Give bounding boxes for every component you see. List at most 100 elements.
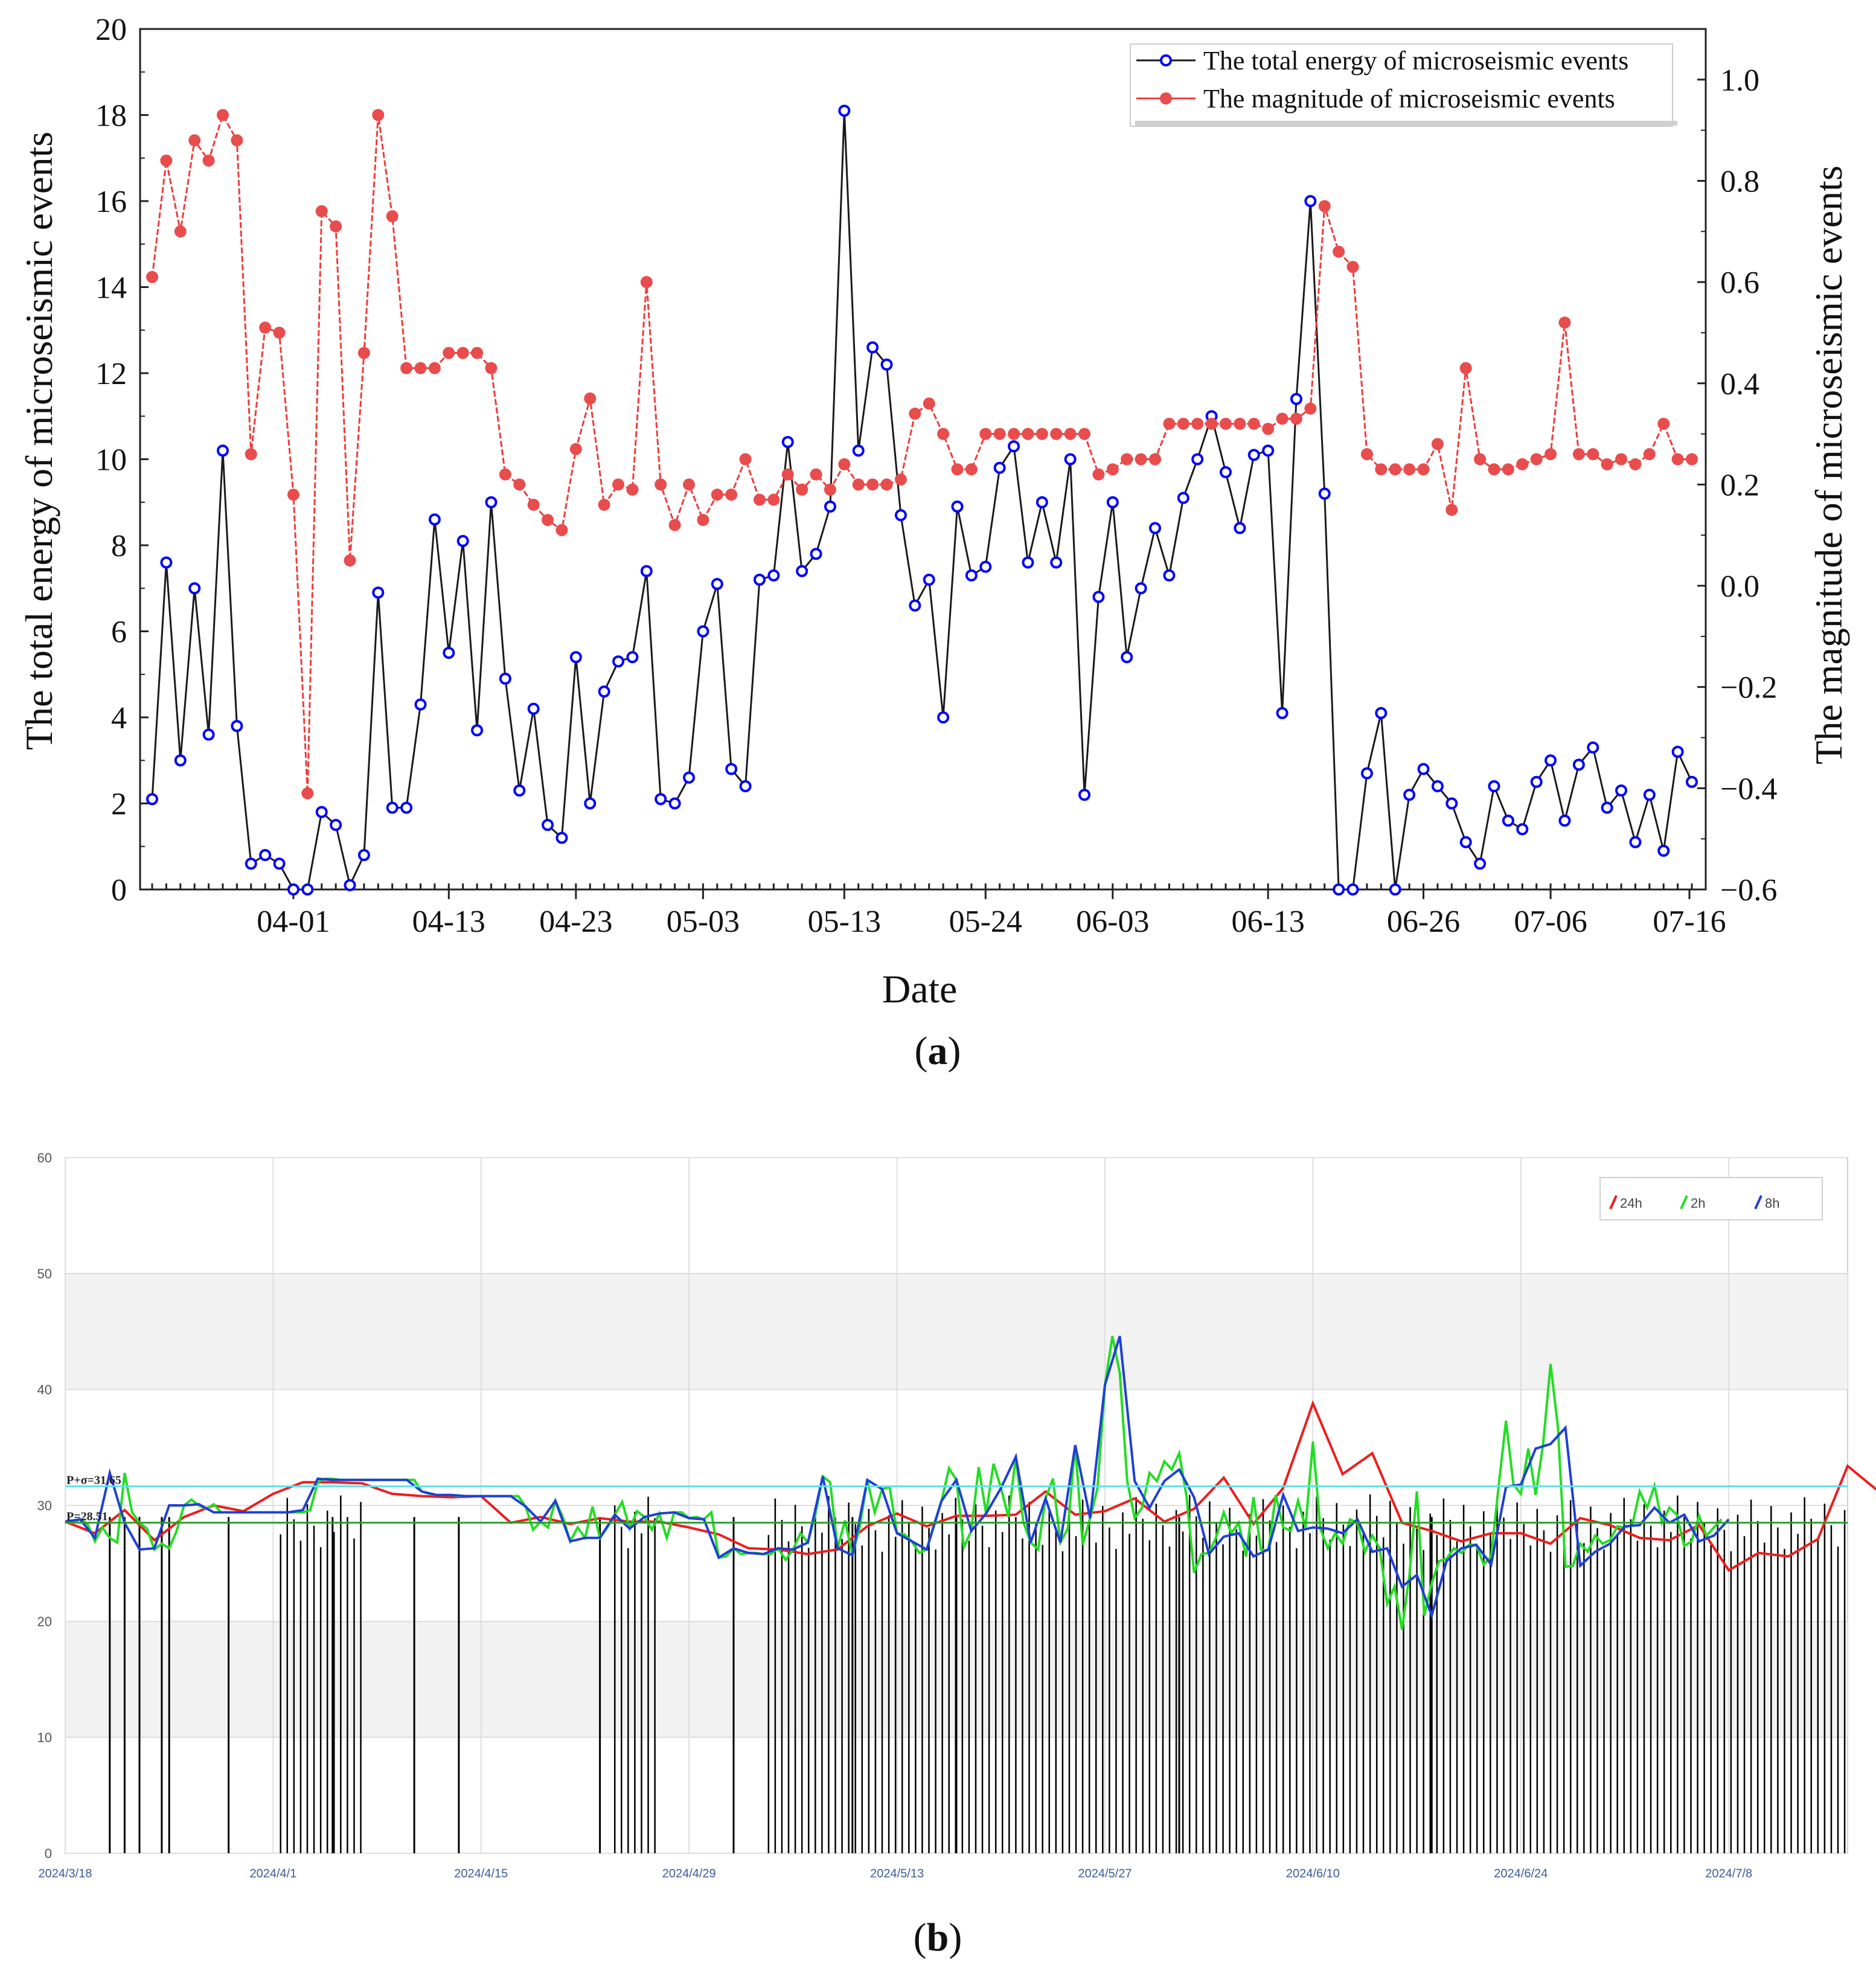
magnitude-point [1290,412,1302,425]
magnitude-point [273,326,286,339]
y-tick-label: 16 [95,185,127,219]
energy-point [1022,556,1034,569]
magnitude-point [1346,260,1359,273]
energy-point [160,556,173,569]
energy-point [584,797,597,810]
chart-a-ticks: 0 2 4 6 8 10 12 14 16 18 20 −0.6 −0.4 −0.2 0.0 0.2 0.4 0.… [95,13,1777,939]
magnitude-point [993,428,1006,440]
energy-point [810,548,822,560]
energy-point [1149,522,1162,534]
magnitude-point [1234,417,1246,430]
energy-point [273,857,286,870]
chart-a-ylabel: The total energy of microseismic events [18,132,60,750]
magnitude-point [640,276,653,289]
energy-point [739,780,752,792]
energy-point [781,436,794,448]
energy-point [357,849,370,861]
energy-point [1516,823,1529,836]
magnitude-point [655,478,667,491]
magnitude-point [866,478,879,491]
magnitude-point [1177,417,1189,430]
energy-point [1304,195,1317,207]
panel-b-label: (b) [914,1915,962,1960]
magnitude-point [1318,200,1331,213]
magnitude-point [725,489,738,501]
magnitude-point [1657,417,1670,430]
y-tick-label: 0 [45,1846,52,1861]
energy-point [697,625,709,638]
reference-label: P+σ=31.65 [66,1473,121,1487]
chart-b-grid [65,1157,1848,1854]
panel-a-close: ) [948,1029,961,1073]
energy-point [1219,466,1232,478]
energy-point [1333,883,1345,896]
panel-a-open: ( [915,1029,928,1073]
y-tick-label: 60 [37,1150,52,1165]
magnitude-point [1671,453,1684,466]
chart-b-ticks: 0 10 20 30 40 50 60 2024/3/18 2024/4/1 2024/4/15 2… [37,1150,1753,1880]
magnitude-point [1375,463,1388,476]
energy-point [1262,444,1275,457]
y2-tick-label: 0.6 [1720,266,1759,300]
energy-point [1530,775,1543,788]
x-tick-label: 2024/6/24 [1494,1867,1548,1880]
energy-point [259,849,272,861]
y-tick-label: 6 [111,615,127,650]
magnitude-point [626,483,639,496]
magnitude-point [1106,463,1119,476]
energy-point [894,509,907,522]
energy-point [1431,780,1444,792]
energy-point [640,565,653,577]
magnitude-line [151,112,1692,793]
energy-point [1290,393,1302,405]
line-8h [65,1336,1730,1620]
magnitude-point [838,458,851,470]
magnitude-point [1262,423,1275,435]
magnitude-point [894,473,907,486]
energy-point [1106,496,1119,508]
energy-point [1558,815,1571,827]
energy-point [1092,591,1105,603]
energy-point [542,819,554,832]
energy-line [151,111,1693,891]
energy-point [979,560,992,573]
energy-point [1121,651,1133,664]
energy-point [1629,836,1642,848]
x-tick-label: 07-16 [1653,905,1726,939]
magnitude-point [1135,453,1147,466]
magnitude-point [231,134,243,147]
energy-point [414,698,427,711]
x-tick-label: 2024/5/13 [870,1867,924,1880]
magnitude-point [584,392,597,405]
magnitude-point [810,468,822,481]
magnitude-point [555,524,568,536]
x-tick-label: 06-26 [1387,905,1460,939]
magnitude-point [1247,417,1260,430]
magnitude-point [485,362,498,374]
energy-point [301,883,314,896]
energy-point [923,574,935,586]
energy-point [1064,453,1077,466]
y-tick-label: 20 [37,1614,52,1629]
magnitude-point [443,347,455,359]
energy-point [174,754,187,767]
magnitude-point [287,489,299,501]
panel-b-letter: b [927,1915,949,1960]
energy-point [668,797,681,810]
energy-point [655,793,667,806]
magnitude-point [796,483,808,496]
magnitude-point [1431,438,1444,450]
energy-point [838,104,851,117]
magnitude-point [739,453,752,466]
magnitude-point [569,443,582,455]
y-tick-label: 0 [111,873,127,908]
energy-point [965,569,978,582]
magnitude-point [965,463,978,476]
magnitude-point [1333,245,1345,258]
energy-point [456,534,469,547]
magnitude-point [174,225,187,238]
energy-point [1445,797,1458,810]
magnitude-point [386,210,399,223]
magnitude-point [1149,453,1162,466]
energy-point [386,801,399,814]
